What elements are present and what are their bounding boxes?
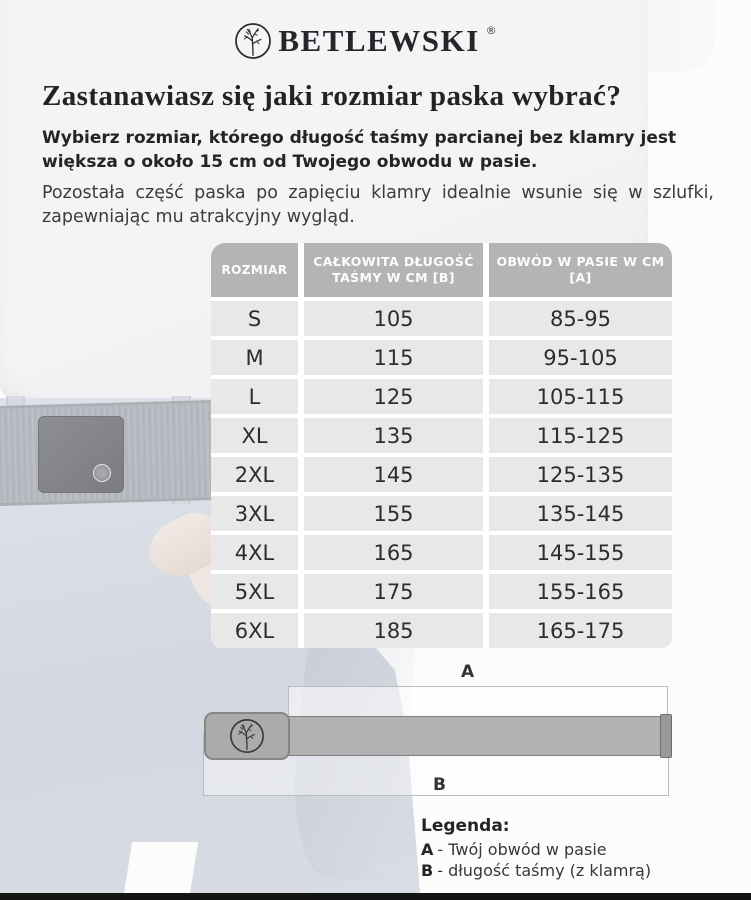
table-cell-waist: 95-105: [489, 340, 672, 375]
size-table-header-rozmiar: ROZMIAR: [211, 243, 298, 297]
table-cell-waist: 85-95: [489, 301, 672, 336]
table-cell-length: 135: [304, 418, 483, 453]
table-cell-waist: 125-135: [489, 457, 672, 492]
table-cell-waist: 155-165: [489, 574, 672, 609]
table-cell-length: 165: [304, 535, 483, 570]
table-cell-length: 185: [304, 613, 483, 648]
brand-header: BETLEWSKI ®: [0, 22, 731, 60]
size-table-header-length: CAŁKOWITA DŁUGOŚĆ TAŚMY W CM [B]: [304, 243, 483, 297]
table-cell-size: 5XL: [211, 574, 298, 609]
table-cell-waist: 165-175: [489, 613, 672, 648]
photo-belt-loop: [6, 396, 25, 504]
belt-diagram: A B: [203, 662, 672, 802]
photo-buckle-logo: [93, 464, 111, 482]
table-cell-size: 6XL: [211, 613, 298, 648]
registered-mark-icon: ®: [485, 24, 497, 37]
table-cell-waist: 145-155: [489, 535, 672, 570]
table-cell-length: 105: [304, 301, 483, 336]
dimension-b-label: B: [433, 775, 446, 795]
size-table-header-waist: OBWÓD W PASIE W CM [A]: [489, 243, 672, 297]
bottom-bar: [0, 893, 751, 900]
table-cell-size: 3XL: [211, 496, 298, 531]
table-cell-size: L: [211, 379, 298, 414]
legend-text-a: - Twój obwód w pasie: [437, 840, 607, 859]
legend-item-b: B- długość taśmy (z klamrą): [421, 861, 651, 882]
photo-jeans-legs-gap: [123, 842, 199, 894]
diagram-belt-tip: [660, 714, 672, 758]
photo-belt-loop: [172, 396, 191, 504]
table-cell-waist: 135-145: [489, 496, 672, 531]
intro-regular-text: Pozostała część paska po zapięciu klamry…: [42, 183, 714, 228]
table-cell-size: 2XL: [211, 457, 298, 492]
table-cell-size: S: [211, 301, 298, 336]
legend-key-a: A: [421, 840, 434, 859]
table-cell-size: M: [211, 340, 298, 375]
legend-item-a: A- Twój obwód w pasie: [421, 840, 651, 861]
table-cell-length: 125: [304, 379, 483, 414]
table-cell-waist: 115-125: [489, 418, 672, 453]
page-title: Zastanawiasz się jaki rozmiar paska wybr…: [42, 80, 622, 112]
diagram-belt-buckle: [204, 712, 290, 760]
legend: Legenda: A- Twój obwód w pasie B- długoś…: [421, 816, 651, 882]
legend-text-b: - długość taśmy (z klamrą): [437, 860, 652, 880]
legend-title: Legenda:: [421, 816, 510, 836]
dimension-a-label: A: [461, 662, 475, 682]
table-cell-length: 155: [304, 496, 483, 531]
table-cell-size: XL: [211, 418, 298, 453]
intro-bold-text: Wybierz rozmiar, którego długość taśmy p…: [42, 128, 677, 173]
table-cell-size: 4XL: [211, 535, 298, 570]
buckle-tree-icon: [229, 718, 265, 754]
photo-belt-strap: [0, 399, 216, 507]
table-cell-waist: 105-115: [489, 379, 672, 414]
legend-key-b: B: [421, 860, 434, 880]
brand-name: BETLEWSKI: [278, 23, 480, 58]
table-cell-length: 175: [304, 574, 483, 609]
table-cell-length: 145: [304, 457, 483, 492]
table-cell-length: 115: [304, 340, 483, 375]
photo-belt-buckle: [38, 416, 124, 493]
diagram-belt-strap: [287, 716, 664, 756]
size-table: ROZMIAR CAŁKOWITA DŁUGOŚĆ TAŚMY W CM [B]…: [211, 243, 672, 648]
brand-tree-icon: [234, 22, 272, 60]
